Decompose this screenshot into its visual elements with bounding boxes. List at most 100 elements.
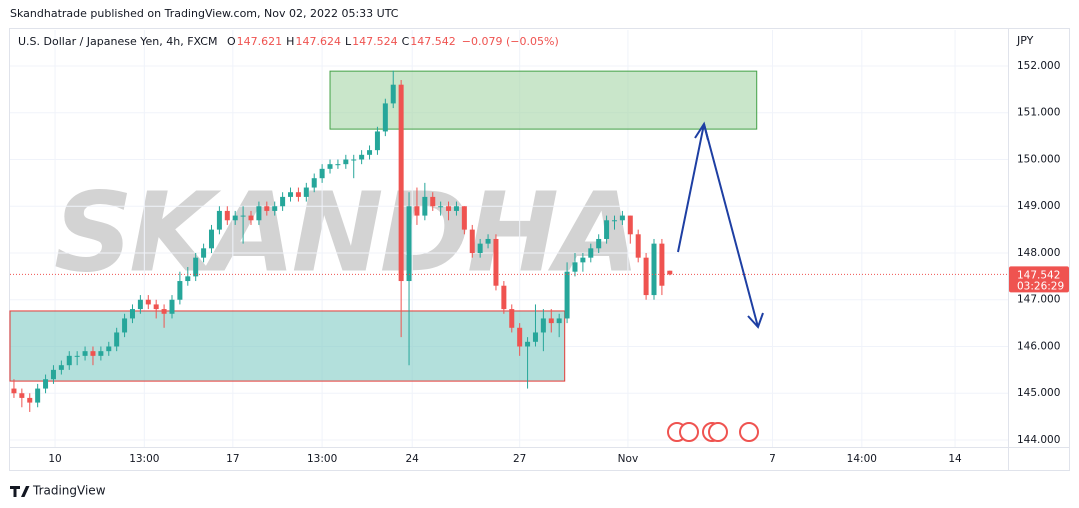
candle-body (382, 103, 388, 132)
candle-body (517, 327, 523, 347)
y-tick-label: 152.000 (1017, 60, 1060, 72)
legend-label: L (345, 35, 352, 48)
candle-body (145, 299, 151, 305)
candle-body (438, 206, 444, 208)
zone (9, 310, 566, 382)
candle-body (643, 257, 649, 296)
x-tick-label: 13:00 (307, 453, 337, 465)
candle-body (224, 210, 230, 221)
candle-body (461, 206, 467, 230)
candle-body (161, 309, 167, 314)
candle-body (201, 248, 207, 258)
candle-body (114, 332, 120, 347)
candle-body (272, 206, 278, 211)
candle-body (635, 234, 641, 258)
candle-body (651, 243, 657, 296)
overlay-layer (667, 121, 764, 442)
candle-body (193, 257, 199, 277)
candle-body (185, 276, 191, 282)
x-tick-label: 13:00 (129, 453, 159, 465)
candle-body (74, 355, 80, 357)
y-tick-label: 147.000 (1017, 294, 1060, 306)
candle-body (90, 351, 96, 356)
x-tick-label: Nov (618, 453, 639, 465)
candle-body (106, 346, 112, 352)
candle-body (485, 238, 491, 244)
candle-body (572, 262, 578, 272)
candle-body (27, 397, 33, 403)
candle-body (11, 388, 17, 394)
event-flags (667, 422, 759, 442)
candle-body (58, 365, 64, 370)
candle-body (611, 220, 617, 222)
candle-body (501, 285, 507, 310)
candle-body (35, 388, 41, 403)
candle-body (667, 270, 673, 275)
legend-value: 147.524 (352, 35, 398, 48)
candle-body (619, 215, 625, 221)
candle-body (208, 229, 214, 249)
x-tick-label: 27 (513, 453, 526, 465)
candle-body (359, 154, 365, 160)
candle-body (19, 393, 25, 398)
x-tick-label: 7 (769, 453, 776, 465)
candle-body (532, 332, 538, 342)
candle-body (303, 187, 309, 197)
candle-body (509, 309, 515, 328)
candle-body (295, 192, 301, 197)
candle-body (280, 196, 286, 207)
candle-body (564, 271, 570, 319)
candle-body (82, 351, 88, 356)
candle-body (604, 220, 610, 239)
candle-body (248, 215, 254, 221)
candle-body (343, 159, 349, 165)
candle-body (556, 318, 562, 324)
legend-value: 147.624 (295, 35, 341, 48)
candle-body (311, 178, 317, 188)
brand: TradingView (32, 484, 106, 498)
candle-body (414, 206, 420, 216)
y-tick-label: 150.000 (1017, 153, 1060, 165)
arrow-head (747, 312, 764, 329)
candle-body (66, 355, 72, 366)
candle-body (264, 206, 270, 211)
price-tag-value: 147.542 (1017, 269, 1060, 281)
candle-body (453, 206, 459, 211)
candle-body (659, 243, 665, 286)
candle-body (477, 243, 483, 253)
candle-body (129, 309, 135, 319)
panel-border (9, 28, 1070, 471)
x-tick-label: 24 (406, 453, 420, 465)
plot-layer (10, 70, 1008, 412)
candle-body (580, 257, 586, 263)
legend-label: O (227, 35, 236, 48)
candle-body (137, 299, 143, 310)
candle-body (288, 192, 294, 197)
candle-body (240, 215, 246, 217)
publisher: Skandhatrade published on TradingView.co… (10, 7, 399, 20)
candle-body (469, 229, 475, 253)
candle-body (374, 131, 380, 151)
countdown: 03:26:29 (1017, 280, 1064, 292)
candle-body (122, 318, 128, 333)
candle-body (216, 210, 222, 230)
y-tick-label: 149.000 (1017, 200, 1060, 212)
legend-value: 147.542 (410, 35, 456, 48)
candle-body (367, 150, 373, 155)
x-tick-label: 17 (226, 453, 239, 465)
legend-value: 147.621 (237, 35, 283, 48)
candle-body (232, 215, 238, 221)
candle-body (153, 304, 159, 310)
x-tick-label: 14:00 (847, 453, 877, 465)
candle-body (398, 84, 404, 282)
watermark: SKANDHA (54, 168, 636, 296)
candle-body (588, 248, 594, 258)
legend-label: C (402, 35, 410, 48)
candle-body (596, 238, 602, 249)
candle-body (351, 159, 357, 161)
candle-body (43, 379, 49, 389)
y-tick-label: 146.000 (1017, 340, 1060, 352)
candle-body (390, 84, 396, 104)
candle-body (493, 238, 499, 286)
candle-body (319, 168, 325, 179)
